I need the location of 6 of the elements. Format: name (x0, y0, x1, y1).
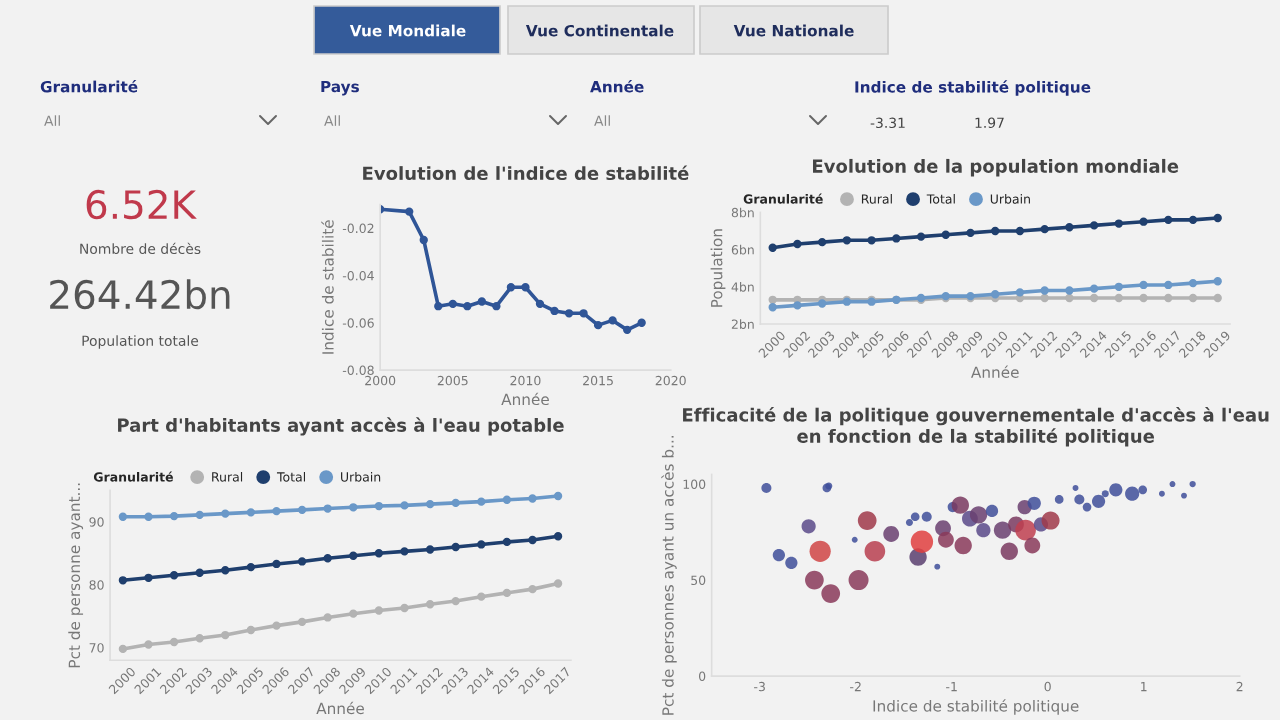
chart-title: Evolution de l'indice de stabilité (363, 165, 689, 181)
chart-title: Evolution de la population mondiale (813, 158, 1179, 177)
text: 264.42bn (50, 279, 230, 310)
text: 6.52K (86, 189, 197, 220)
chart-title: Efficacité de la politique gouvernementale d'accès à l'eau en fonction de la stabilité politique (683, 406, 1269, 447)
chart-title: Part d'habitants ayant accès à l'eau potable (118, 417, 564, 436)
